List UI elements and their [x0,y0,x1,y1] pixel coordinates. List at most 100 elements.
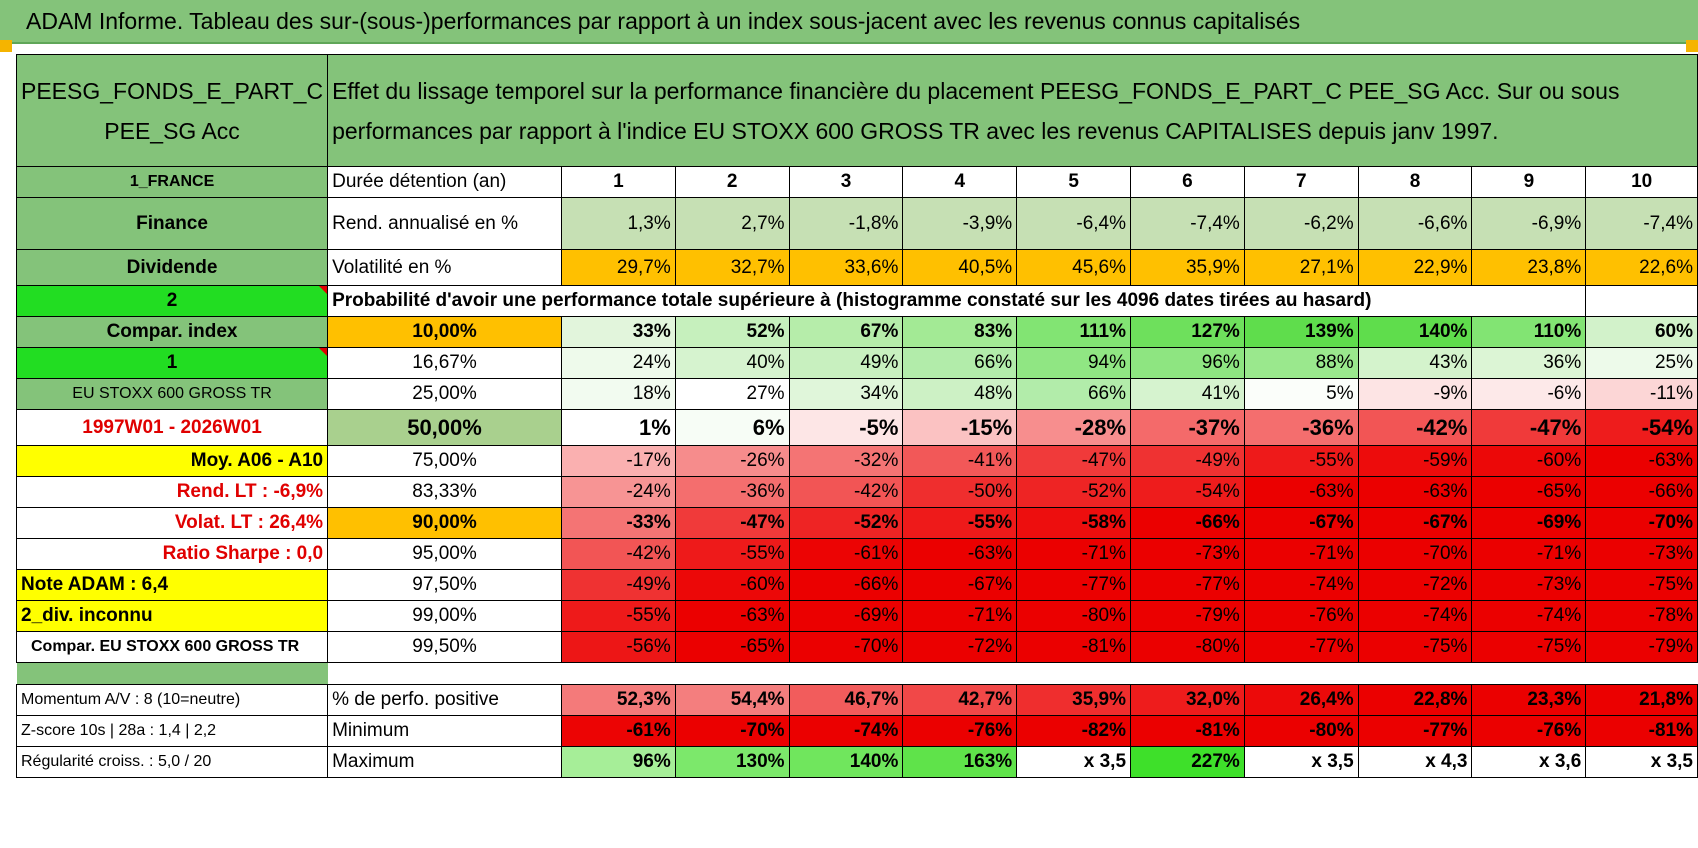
year-header: 5 [1016,166,1132,198]
probability-value: 33% [560,316,676,348]
year-header: 4 [902,166,1018,198]
minimum-value: -61% [560,715,676,747]
probability-value: 66% [902,347,1018,379]
probability-value: -73% [1471,569,1587,601]
perf-pos-value: 52,3% [560,684,676,716]
volat-value: 22,6% [1585,249,1698,286]
probability-value: -6% [1471,378,1587,410]
perf-pos-value: 21,8% [1585,684,1698,716]
rend-value: -3,9% [902,197,1018,250]
probability-value: -28% [1016,409,1132,446]
spin-selector-2[interactable]: 1 [15,347,329,379]
probability-value: 88% [1243,347,1359,379]
probability-value: 18% [560,378,676,410]
quantile-label: 90,00% [327,507,562,539]
probability-value: 6% [674,409,790,446]
probability-value: -5% [788,409,904,446]
probability-value: 111% [1016,316,1132,348]
probability-value: -54% [1585,409,1698,446]
report-banner: ADAM Informe. Tableau des sur-(sous-)per… [0,0,1698,44]
volat-value: 23,8% [1471,249,1587,286]
probability-value: -49% [560,569,676,601]
probability-value: 34% [788,378,904,410]
probability-value: -80% [1130,631,1245,663]
zscore-label: Z-score 10s | 28a : 1,4 | 2,2 [15,715,329,747]
probability-value: -58% [1016,507,1132,539]
perf-pos-value: 23,3% [1471,684,1587,716]
period-label: 1997W01 - 2026W01 [15,409,329,446]
probability-value: -32% [788,445,904,477]
probability-value: -71% [902,600,1018,632]
probability-value: -71% [1243,538,1359,570]
probability-value: -50% [902,476,1018,508]
probability-value: 140% [1357,316,1473,348]
maximum-value: x 3,5 [1016,746,1132,778]
maximum-value: x 3,5 [1243,746,1359,778]
probability-value: -70% [788,631,904,663]
maximum-value: 96% [560,746,676,778]
maximum-value: 227% [1130,746,1245,778]
quantile-label: 97,50% [327,569,562,601]
probability-value: -63% [1243,476,1359,508]
rend-value: -6,2% [1243,197,1359,250]
probability-value: -47% [674,507,790,539]
probability-value: -41% [902,445,1018,477]
perf-pos-label: % de perfo. positive [327,684,562,716]
probability-value: 27% [674,378,790,410]
minimum-value: -76% [1471,715,1587,747]
probability-value: 24% [560,347,676,379]
probability-value: -56% [560,631,676,663]
probability-value: -49% [1130,445,1245,477]
volat-value: 29,7% [560,249,676,286]
regularite-label: Régularité croiss. : 5,0 / 20 [15,746,329,778]
probability-value: -59% [1357,445,1473,477]
maximum-value: x 4,3 [1357,746,1473,778]
probability-value: -26% [674,445,790,477]
quantile-label: 95,00% [327,538,562,570]
volat-value: 35,9% [1130,249,1245,286]
rend-lt-label: Rend. LT : -6,9% [15,476,329,508]
volat-value: 22,9% [1357,249,1473,286]
moy-label: Moy. A06 - A10 [15,445,329,477]
corner-marker-left [0,40,12,52]
year-header: 10 [1585,166,1698,198]
type-cell: Dividende [15,249,329,286]
year-header: 2 [674,166,790,198]
probability-value: -47% [1471,409,1587,446]
probability-value: -74% [1357,600,1473,632]
probability-value: 48% [902,378,1018,410]
index-name: EU STOXX 600 GROSS TR [15,378,329,410]
probability-value: -75% [1585,569,1698,601]
probability-value: -52% [788,507,904,539]
probability-value: -66% [1130,507,1245,539]
maximum-label: Maximum [327,746,562,778]
probability-value: -65% [1471,476,1587,508]
quantile-label: 83,33% [327,476,562,508]
probability-value: -66% [1585,476,1698,508]
minimum-value: -70% [674,715,790,747]
year-header: 8 [1357,166,1473,198]
year-header: 9 [1471,166,1587,198]
probability-value: -69% [1471,507,1587,539]
div-label: 2_div. inconnu [15,600,329,632]
compar-label: Compar. index [15,316,329,348]
spin-selector-1[interactable]: 2 [15,285,329,317]
year-header: 1 [560,166,676,198]
perf-pos-value: 54,4% [674,684,790,716]
quantile-label: 16,67% [327,347,562,379]
minimum-value: -81% [1130,715,1245,747]
minimum-value: -81% [1585,715,1698,747]
quantile-label: 99,00% [327,600,562,632]
probability-value: -65% [674,631,790,663]
volat-lt-label: Volat. LT : 26,4% [15,507,329,539]
probability-value: -81% [1016,631,1132,663]
probability-value: -55% [1243,445,1359,477]
probability-value: -47% [1016,445,1132,477]
volat-label: Volatilité en % [327,249,562,286]
empty-cell [1585,285,1698,317]
probability-value: -69% [788,600,904,632]
probability-value: 41% [1130,378,1245,410]
minimum-value: -82% [1016,715,1132,747]
probability-value: 36% [1471,347,1587,379]
probability-value: -63% [674,600,790,632]
